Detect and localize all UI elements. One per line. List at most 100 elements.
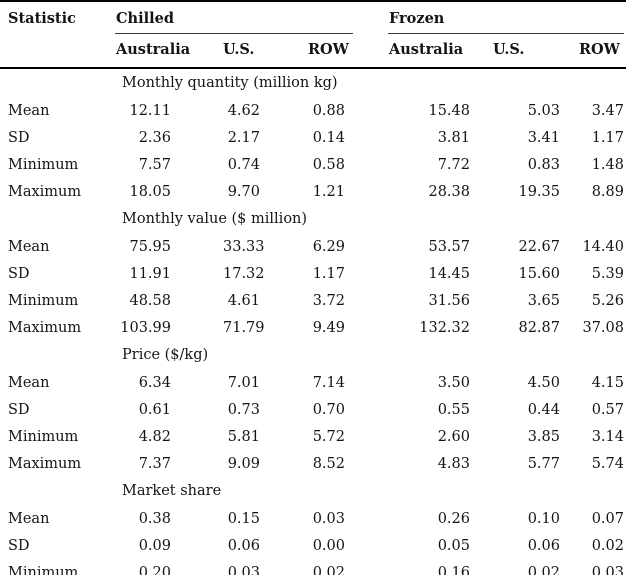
data-cell: 4.61 [227,292,260,309]
table-row: Minimum 48.58 4.61 3.72 31.56 3.65 5.26 [0,287,626,314]
data-cell: 1.21 [312,183,345,200]
section-title-row: Monthly quantity (million kg) [0,68,626,97]
data-cell: 28.38 [428,183,470,200]
data-cell: 53.57 [428,238,470,255]
group-header-row: Statistic Chilled Frozen [0,1,626,69]
row-label: Mean [8,238,50,255]
row-label: Minimum [8,564,79,575]
data-cell: 75.95 [129,238,171,255]
data-cell: 5.03 [527,102,560,119]
section-title-row: Market share [0,477,626,505]
data-cell: 3.85 [527,428,560,445]
table-row: SD 0.61 0.73 0.70 0.55 0.44 0.57 [0,396,626,423]
sub-header-row: Australia U.S. ROW Australia U.S. ROW [0,34,626,69]
data-cell: 0.15 [227,510,260,527]
data-cell: 0.09 [138,537,171,554]
data-cell: 0.06 [527,537,560,554]
column-header-frozen-australia: Australia [388,34,492,69]
data-cell: 17.32 [223,265,265,282]
section-title: Monthly quantity (million kg) [122,75,338,91]
section-spacer-cell [0,68,115,97]
data-cell: 0.02 [591,537,624,554]
data-cell: 0.58 [312,156,345,173]
data-cell: 3.41 [527,129,560,146]
table-row: Maximum 18.05 9.70 1.21 28.38 19.35 8.89 [0,178,626,205]
table-row: SD 2.36 2.17 0.14 3.81 3.41 1.17 [0,124,626,151]
data-cell: 7.01 [227,374,260,391]
row-label: Maximum [8,183,82,200]
table-row: SD 11.91 17.32 1.17 14.45 15.60 5.39 [0,260,626,287]
data-cell: 0.26 [437,510,470,527]
data-cell: 3.14 [591,428,624,445]
data-cell: 33.33 [223,238,265,255]
data-cell: 5.72 [312,428,345,445]
data-cell: 71.79 [223,319,265,336]
data-cell: 0.44 [527,401,560,418]
data-cell: 9.49 [312,319,345,336]
column-header-frozen-row: ROW [578,34,626,69]
data-cell: 8.52 [312,455,345,472]
section-spacer-cell [0,477,115,505]
row-label: Maximum [8,455,82,472]
data-cell: 3.65 [527,292,560,309]
data-cell: 15.60 [518,265,560,282]
data-cell: 7.57 [138,156,171,173]
data-cell: 6.34 [138,374,171,391]
data-cell: 0.73 [227,401,260,418]
table-row: Maximum 7.37 9.09 8.52 4.83 5.77 5.74 [0,450,626,477]
section-title: Price ($/kg) [122,347,209,363]
column-header-chilled-australia: Australia [115,34,222,69]
data-cell: 37.08 [582,319,624,336]
data-cell: 19.35 [518,183,560,200]
section-title: Monthly value ($ million) [122,211,308,227]
data-cell: 3.72 [312,292,345,309]
table-row: Minimum 4.82 5.81 5.72 2.60 3.85 3.14 [0,423,626,450]
data-cell: 0.88 [312,102,345,119]
data-cell: 12.11 [129,102,171,119]
data-cell: 31.56 [428,292,470,309]
data-cell: 0.05 [437,537,470,554]
data-cell: 7.72 [437,156,470,173]
data-cell: 9.09 [227,455,260,472]
data-cell: 5.81 [227,428,260,445]
data-cell: 1.17 [591,129,624,146]
table-row: Minimum 0.20 0.03 0.02 0.16 0.02 0.03 [0,559,626,575]
data-cell: 5.74 [591,455,624,472]
data-cell: 2.17 [227,129,260,146]
data-cell: 82.87 [518,319,560,336]
data-cell: 0.00 [312,537,345,554]
data-cell: 132.32 [419,319,470,336]
data-cell: 0.02 [312,564,345,575]
data-cell: 4.50 [527,374,560,391]
data-cell: 8.89 [591,183,624,200]
data-cell: 9.70 [227,183,260,200]
table-row: Mean 6.34 7.01 7.14 3.50 4.50 4.15 [0,369,626,396]
section-spacer-cell [0,341,115,369]
data-cell: 0.57 [591,401,624,418]
data-cell: 7.14 [312,374,345,391]
data-cell: 6.29 [312,238,345,255]
data-cell: 0.03 [591,564,624,575]
row-label: SD [8,129,30,146]
row-label: Minimum [8,156,79,173]
data-cell: 11.91 [129,265,171,282]
data-cell: 0.38 [138,510,171,527]
section-title-row: Monthly value ($ million) [0,205,626,233]
data-cell: 103.99 [120,319,171,336]
section-spacer-cell [0,205,115,233]
group-header-frozen: Frozen [388,1,626,34]
data-cell: 7.37 [138,455,171,472]
section-title: Market share [122,483,222,499]
data-cell: 5.26 [591,292,624,309]
data-cell: 2.36 [138,129,171,146]
table-row: Maximum 103.99 71.79 9.49 132.32 82.87 37.08 [0,314,626,341]
table-row: SD 0.09 0.06 0.00 0.05 0.06 0.02 [0,532,626,559]
data-cell: 0.07 [591,510,624,527]
group-header-chilled: Chilled [115,1,388,34]
data-cell: 2.60 [437,428,470,445]
row-label: SD [8,537,30,554]
row-label: Mean [8,510,50,527]
data-cell: 0.02 [527,564,560,575]
data-cell: 0.74 [227,156,260,173]
